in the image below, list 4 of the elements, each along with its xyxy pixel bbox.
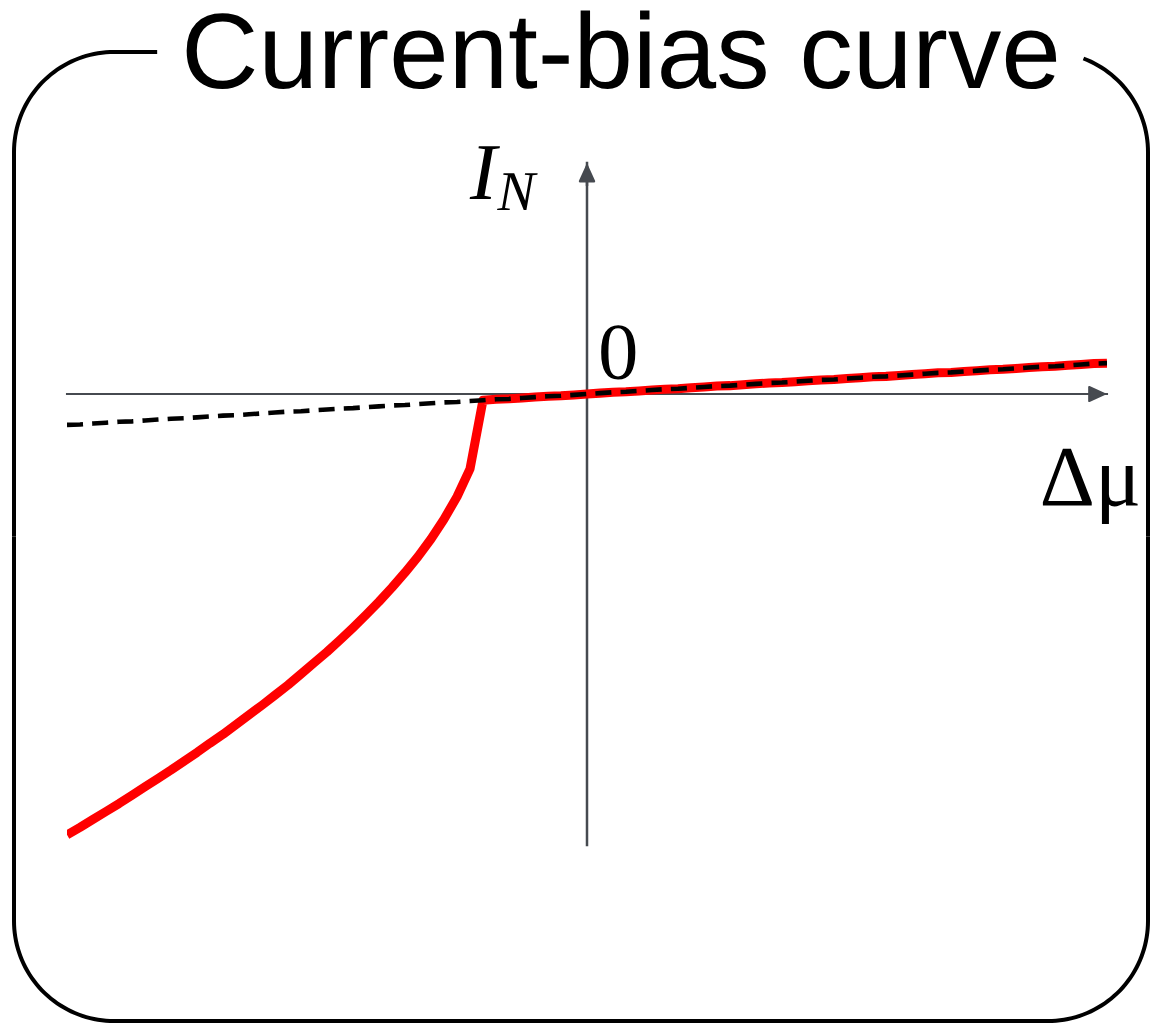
- y-axis-title: I$_{N}$: [469, 146, 538, 211]
- chart-title: Current-bias curve: [186, 10, 1057, 90]
- annotation: 0: [601, 325, 636, 380]
- x-axis-title: Δμ: [1042, 448, 1138, 524]
